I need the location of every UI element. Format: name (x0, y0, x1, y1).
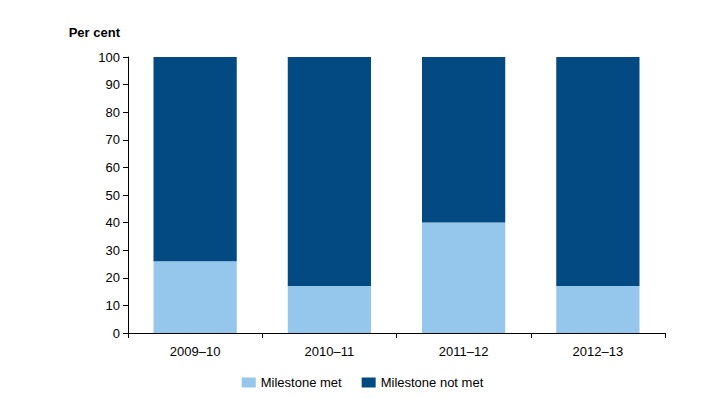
svg-text:2012–13: 2012–13 (573, 344, 624, 359)
svg-text:0: 0 (113, 326, 120, 341)
svg-text:20: 20 (106, 270, 120, 285)
svg-text:40: 40 (106, 215, 120, 230)
svg-text:80: 80 (106, 105, 120, 120)
svg-text:2011–12: 2011–12 (439, 344, 489, 359)
svg-text:70: 70 (106, 132, 120, 147)
svg-text:30: 30 (106, 243, 120, 258)
svg-text:50: 50 (106, 188, 120, 203)
svg-text:Per cent: Per cent (69, 25, 121, 40)
svg-text:60: 60 (106, 160, 120, 175)
svg-text:2010–11: 2010–11 (305, 344, 355, 359)
svg-text:2009–10: 2009–10 (170, 344, 221, 359)
svg-text:100: 100 (98, 50, 120, 65)
svg-text:Milestone not met: Milestone not met (381, 375, 484, 390)
svg-text:10: 10 (106, 298, 120, 313)
svg-text:90: 90 (106, 77, 120, 92)
svg-text:Milestone met: Milestone met (261, 375, 342, 390)
